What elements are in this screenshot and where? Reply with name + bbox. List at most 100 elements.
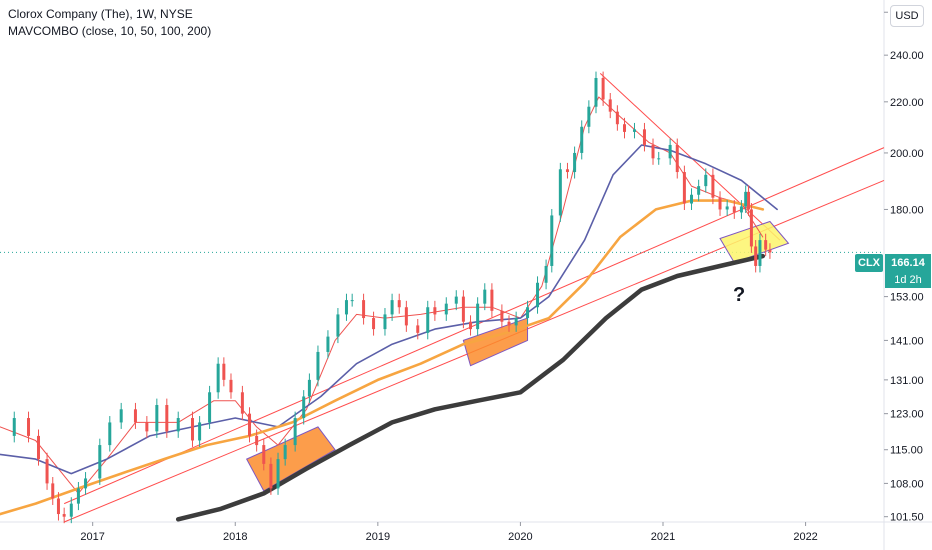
candle-body — [155, 405, 159, 432]
candle-body — [454, 296, 458, 304]
candle-body — [739, 206, 743, 213]
candle-body — [302, 396, 306, 419]
candle-body — [718, 197, 722, 210]
x-tick-label: 2020 — [508, 531, 532, 543]
candle-body — [119, 409, 123, 423]
candle-body — [668, 144, 672, 159]
candle-body — [326, 336, 330, 352]
candle-body — [623, 124, 627, 132]
candle-body — [758, 240, 762, 266]
candle-body — [255, 435, 259, 446]
candle-body — [416, 325, 420, 333]
candle-body — [682, 172, 686, 204]
candle-body — [262, 445, 266, 464]
candle-body — [293, 418, 297, 446]
candle-body — [240, 392, 244, 414]
yellow-zone-2021 — [719, 220, 790, 264]
y-tick-label: 123.00 — [890, 409, 924, 421]
candle-body — [768, 249, 772, 253]
candle-body — [36, 435, 40, 460]
candle-body — [397, 300, 401, 308]
candle-body — [216, 363, 220, 393]
x-tick-label: 2018 — [223, 531, 247, 543]
y-tick-label: 220.00 — [890, 97, 924, 109]
candle-body — [276, 459, 280, 489]
symbol-title: Clorox Company (The), 1W, NYSE — [8, 7, 193, 21]
candle-body — [76, 488, 80, 504]
y-tick-label: 141.00 — [890, 335, 924, 347]
candle-body — [145, 422, 149, 432]
candle-body — [476, 303, 480, 330]
last-price-label: 166.14 — [885, 254, 931, 272]
candle-body — [697, 186, 701, 195]
candle-body — [350, 300, 354, 302]
candle-body — [642, 129, 646, 145]
candle-body — [565, 169, 569, 173]
candle-body — [483, 289, 487, 304]
candle-body — [544, 265, 548, 283]
y-tick-label: 101.50 — [890, 512, 924, 524]
candle-body — [433, 307, 437, 315]
candle-body — [198, 422, 202, 441]
chart-legend: Clorox Company (The), 1W, NYSE MAVCOMBO … — [8, 6, 211, 40]
candle-body — [165, 405, 169, 432]
candle-body — [749, 209, 753, 247]
candle-body — [51, 483, 55, 499]
candle-body — [580, 126, 584, 153]
candle-body — [383, 314, 387, 330]
candle-body — [587, 106, 591, 127]
candle-body — [704, 174, 708, 187]
candle-body — [711, 174, 715, 198]
candle-body — [514, 318, 518, 326]
candle-body — [362, 300, 366, 319]
y-tick-label: 115.00 — [890, 445, 923, 457]
candle-body — [283, 445, 287, 460]
candle-body — [444, 303, 448, 315]
candle-body — [98, 445, 102, 479]
x-tick-label: 2017 — [80, 531, 104, 543]
candle-body — [632, 129, 636, 132]
candle-body — [84, 478, 88, 489]
y-tick-label: 108.00 — [890, 478, 924, 490]
series-line-ma-50 — [0, 144, 778, 475]
candle-body — [208, 392, 212, 423]
candle-body — [108, 422, 112, 446]
candle-body — [507, 321, 511, 326]
candle-body — [573, 152, 577, 173]
candle-body — [56, 498, 60, 515]
candle-body — [657, 158, 661, 160]
series-line-ma-100 — [0, 199, 765, 516]
candle-body — [550, 215, 554, 266]
series-line-ma-10 — [0, 96, 764, 494]
currency-button[interactable]: USD — [890, 5, 924, 27]
candle-body — [176, 418, 180, 432]
y-tick-label: 180.00 — [890, 204, 924, 216]
candle-body — [536, 282, 540, 308]
candle-body — [601, 77, 605, 100]
candle-body — [747, 191, 751, 210]
y-tick-label: 153.00 — [890, 292, 924, 304]
candle-body — [12, 418, 16, 436]
bar-countdown-label: 1d 2h — [885, 272, 931, 288]
candle-body — [336, 314, 340, 337]
candle-body — [744, 191, 748, 207]
candle-body — [133, 409, 137, 423]
candle-body — [426, 307, 430, 333]
candle-body — [45, 459, 49, 484]
candle-body — [190, 418, 194, 441]
candle-body — [372, 318, 376, 330]
candle-body — [69, 503, 73, 517]
indicator-label[interactable]: MAVCOMBO (close, 10, 50, 100, 200) — [8, 24, 212, 38]
question-mark-annotation: ? — [733, 284, 746, 306]
x-tick-label: 2021 — [651, 531, 675, 543]
candle-body — [344, 300, 348, 315]
candle-body — [390, 300, 394, 315]
candle-body — [675, 144, 679, 173]
symbol-price-tag: CLX — [855, 254, 883, 272]
candle-body — [500, 310, 504, 322]
y-tick-label: 200.00 — [890, 148, 924, 160]
candle-body — [27, 418, 31, 436]
candle-body — [222, 363, 226, 380]
candle-body — [490, 289, 494, 311]
